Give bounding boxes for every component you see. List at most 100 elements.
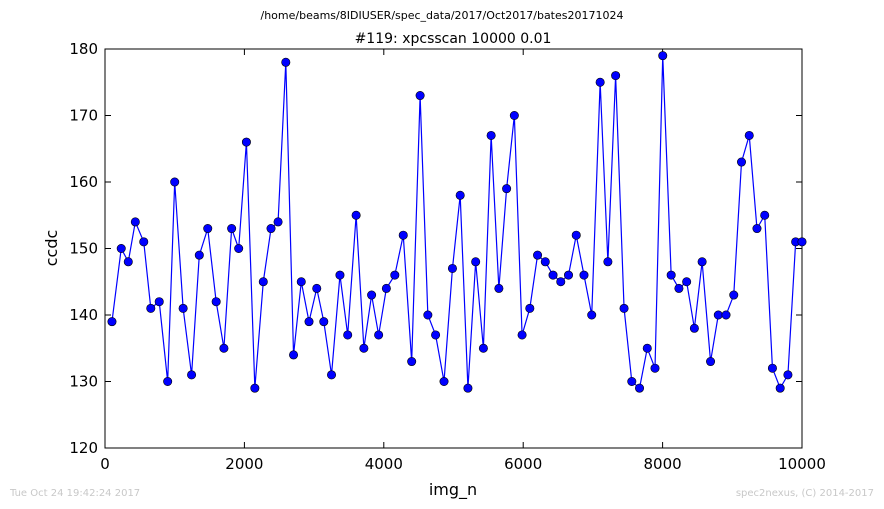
data-point: [564, 270, 574, 280]
data-point: [666, 270, 676, 280]
data-point: [471, 257, 481, 267]
data-point: [556, 277, 566, 287]
data-point: [227, 224, 237, 234]
data-point: [775, 383, 785, 393]
data-point: [211, 297, 221, 307]
data-point: [194, 250, 204, 260]
data-point: [390, 270, 400, 280]
data-point: [203, 224, 213, 234]
data-point: [797, 237, 807, 247]
x-tick-label: 0: [100, 455, 110, 473]
data-point: [250, 383, 260, 393]
data-point: [304, 317, 314, 327]
data-point: [611, 71, 621, 81]
data-point: [571, 230, 581, 240]
data-point: [729, 290, 739, 300]
data-point: [650, 363, 660, 373]
data-point: [219, 343, 229, 353]
data-point: [423, 310, 433, 320]
data-point: [170, 177, 180, 187]
data-point: [234, 244, 244, 254]
plot-area: [104, 48, 803, 449]
data-point: [374, 330, 384, 340]
data-point: [178, 303, 188, 313]
data-point: [603, 257, 613, 267]
data-point: [486, 130, 496, 140]
data-point: [327, 370, 337, 380]
data-point: [289, 350, 299, 360]
data-point: [154, 297, 164, 307]
y-tick-label: 160: [69, 173, 98, 191]
data-point: [706, 357, 716, 367]
data-point: [767, 363, 777, 373]
data-point: [619, 303, 629, 313]
data-point: [540, 257, 550, 267]
data-point: [502, 184, 512, 194]
data-point: [697, 257, 707, 267]
data-point: [130, 217, 140, 227]
data-point: [241, 137, 251, 147]
data-point: [627, 376, 637, 386]
data-point: [439, 376, 449, 386]
data-point: [752, 224, 762, 234]
data-point: [579, 270, 589, 280]
data-point: [258, 277, 268, 287]
y-axis-label: ccdc: [42, 230, 61, 267]
data-point: [642, 343, 652, 353]
data-point: [367, 290, 377, 300]
data-point: [509, 111, 519, 121]
y-tick-label: 170: [69, 107, 98, 125]
data-point: [689, 323, 699, 333]
data-point: [107, 317, 117, 327]
data-point: [658, 51, 668, 61]
y-tick-label: 150: [69, 240, 98, 258]
x-tick-label: 6000: [504, 455, 542, 473]
data-point: [351, 210, 361, 220]
x-tick-label: 8000: [644, 455, 682, 473]
data-point: [146, 303, 156, 313]
data-point: [525, 303, 535, 313]
data-point: [447, 263, 457, 273]
data-point: [548, 270, 558, 280]
data-point: [533, 250, 543, 260]
data-point: [635, 383, 645, 393]
data-point: [273, 217, 283, 227]
y-tick-label: 140: [69, 306, 98, 324]
data-point: [721, 310, 731, 320]
y-tick-label: 180: [69, 40, 98, 58]
data-point: [587, 310, 597, 320]
data-point: [744, 130, 754, 140]
data-point: [163, 376, 173, 386]
data-point: [494, 283, 504, 293]
data-point: [296, 277, 306, 287]
data-point: [319, 317, 329, 327]
data-point: [407, 357, 417, 367]
data-point: [682, 277, 692, 287]
x-tick-label: 2000: [225, 455, 263, 473]
data-point: [381, 283, 391, 293]
chart-title: #119: xpcsscan 10000 0.01: [355, 31, 552, 47]
data-point: [431, 330, 441, 340]
x-tick-label: 4000: [365, 455, 403, 473]
data-point: [398, 230, 408, 240]
data-point: [343, 330, 353, 340]
series-points: [107, 51, 807, 393]
data-point: [139, 237, 149, 247]
data-point: [760, 210, 770, 220]
footer-credit: spec2nexus, (C) 2014-2017: [735, 488, 874, 499]
data-point: [478, 343, 488, 353]
data-point: [359, 343, 369, 353]
data-point: [415, 91, 425, 101]
data-point: [783, 370, 793, 380]
data-point: [266, 224, 276, 234]
x-axis-label: img_n: [429, 480, 477, 500]
data-point: [335, 270, 345, 280]
data-point: [455, 190, 465, 200]
data-point: [517, 330, 527, 340]
data-point: [281, 57, 291, 67]
data-point: [674, 283, 684, 293]
data-point: [123, 257, 133, 267]
chart-suptitle: /home/beams/8IDIUSER/spec_data/2017/Oct2…: [261, 9, 624, 22]
data-point: [737, 157, 747, 167]
axis-tick-labels: 0 2000 4000 6000 8000 10000 120 130 140 150 160 170…: [69, 40, 826, 473]
